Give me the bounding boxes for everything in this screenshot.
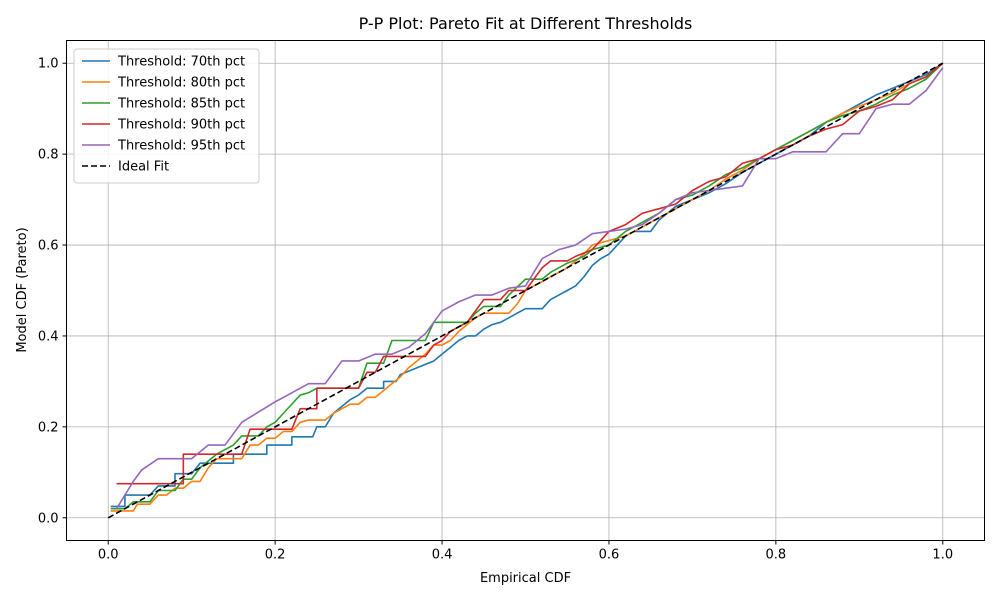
legend-label: Threshold: 85th pct xyxy=(117,97,245,112)
x-tick-label: 0.4 xyxy=(432,548,453,563)
x-tick-label: 1.0 xyxy=(932,548,953,563)
x-axis-label: Empirical CDF xyxy=(480,571,571,586)
series-lines xyxy=(107,62,944,519)
legend-label: Threshold: 95th pct xyxy=(117,139,245,154)
y-tick-label: 1.0 xyxy=(38,57,59,72)
chart-title: P-P Plot: Pareto Fit at Different Thresh… xyxy=(359,14,693,33)
series-line-2 xyxy=(110,62,944,510)
legend-label: Threshold: 90th pct xyxy=(117,118,245,133)
axis-ticks: 0.0 0.2 0.4 0.6 0.8 1.0 0.0 0.2 0.4 0.6 0.8 1.0 xyxy=(38,57,953,563)
legend-label: Threshold: 80th pct xyxy=(117,76,245,91)
legend-label: Threshold: 70th pct xyxy=(117,55,245,70)
series-line-5 xyxy=(107,62,944,519)
y-tick-label: 0.0 xyxy=(38,511,59,526)
series-line-4 xyxy=(115,67,944,510)
y-axis-label: Model CDF (Pareto) xyxy=(15,227,30,352)
legend-label: Ideal Fit xyxy=(118,160,169,175)
series-line-1 xyxy=(110,62,944,512)
grid xyxy=(66,40,985,541)
y-tick-label: 0.2 xyxy=(38,420,59,435)
x-tick-label: 0.0 xyxy=(98,548,119,563)
legend: Threshold: 70th pct Threshold: 80th pct Th… xyxy=(73,48,260,184)
y-tick-label: 0.8 xyxy=(38,148,59,163)
x-tick-label: 0.2 xyxy=(265,548,286,563)
legend-box xyxy=(73,48,260,184)
y-tick-label: 0.4 xyxy=(38,329,59,344)
plot-frame xyxy=(66,40,985,541)
x-tick-label: 0.6 xyxy=(599,548,620,563)
x-tick-label: 0.8 xyxy=(766,548,787,563)
y-tick-label: 0.6 xyxy=(38,239,59,254)
